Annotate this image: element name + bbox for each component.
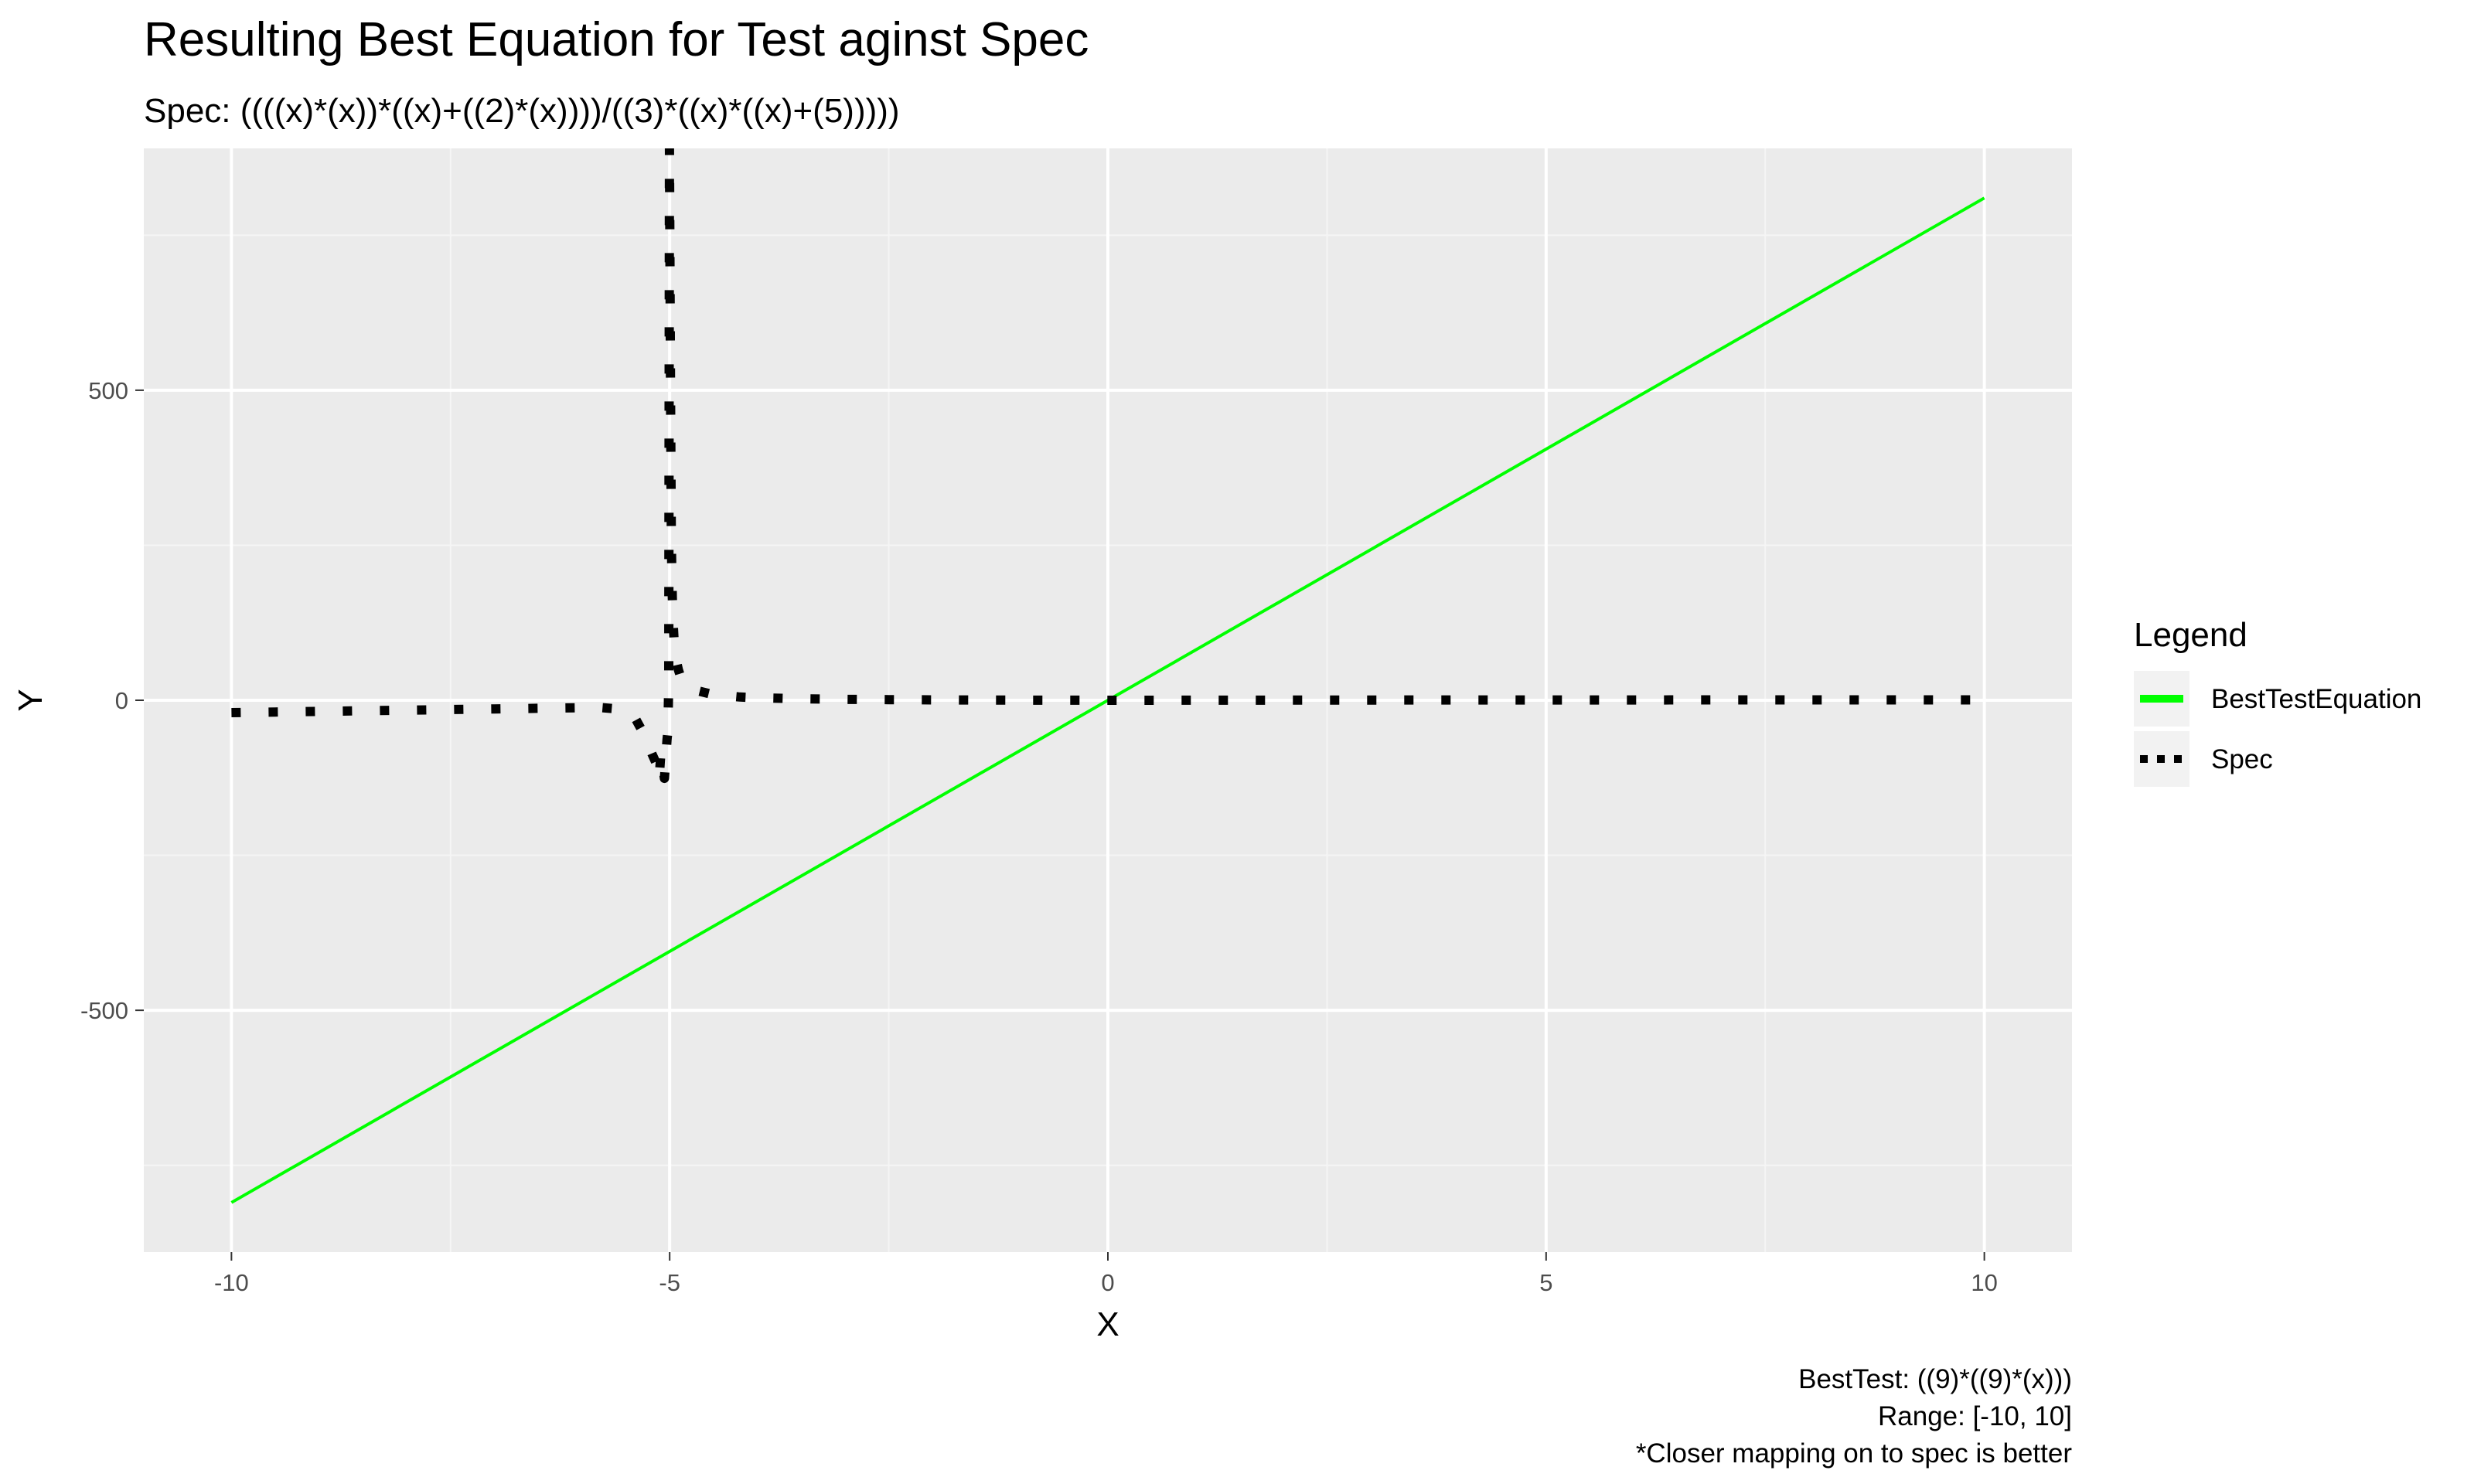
series-layer [230, 148, 1985, 1204]
legend-label-spec: Spec [2211, 744, 2273, 774]
y-tick-label-1: 0 [115, 687, 128, 714]
caption-best-test: BestTest: ((9)*((9)*(x))) [1798, 1364, 2072, 1394]
x-tick-label-1: -5 [659, 1269, 680, 1296]
x-tick-label-2: 0 [1101, 1269, 1114, 1296]
legend-title: Legend [2134, 616, 2247, 654]
y-axis-title: Y [12, 689, 49, 711]
y-tick-label-0: -500 [80, 997, 128, 1024]
legend-items: BestTestEquation Spec [2134, 671, 2421, 787]
x-tick-label-3: 5 [1539, 1269, 1552, 1296]
caption-note: *Closer mapping on to spec is better [1636, 1438, 2073, 1469]
y-tick-label-2: 500 [88, 377, 128, 404]
legend-label-besttestequation: BestTestEquation [2211, 684, 2421, 714]
chart-title: Resulting Best Equation for Test aginst … [144, 13, 1089, 66]
series-line-spec [231, 148, 1985, 784]
y-axis-ticks: -500 0 500 [80, 377, 144, 1024]
chart-subtitle: Spec: ((((x)*(x))*((x)+((2)*(x))))/((3)*… [144, 92, 900, 130]
x-tick-label-4: 10 [1971, 1269, 1997, 1296]
x-axis-ticks: -10 -5 0 5 10 [214, 1252, 1998, 1296]
x-axis-title: X [1096, 1305, 1119, 1343]
x-tick-label-0: -10 [214, 1269, 249, 1296]
caption-range: Range: [-10, 10] [1878, 1401, 2072, 1431]
legend: Legend BestTestEquation Spec [2134, 616, 2421, 787]
